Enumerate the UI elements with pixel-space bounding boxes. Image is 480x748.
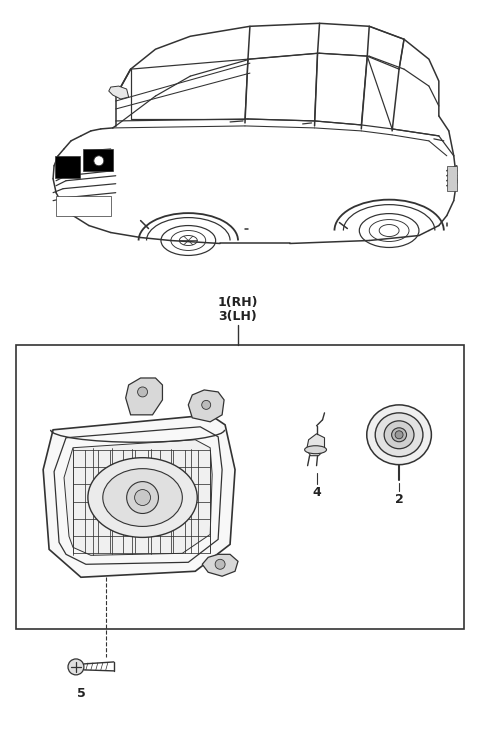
Polygon shape	[64, 440, 212, 555]
Circle shape	[68, 659, 84, 675]
Text: 4: 4	[312, 485, 321, 499]
Ellipse shape	[88, 458, 197, 537]
Circle shape	[134, 490, 151, 506]
Polygon shape	[202, 554, 238, 576]
Circle shape	[127, 482, 158, 513]
Bar	[55, 156, 80, 178]
Polygon shape	[126, 378, 162, 415]
Bar	[447, 166, 457, 191]
Circle shape	[94, 156, 104, 166]
Text: 1(RH): 1(RH)	[218, 295, 258, 309]
Circle shape	[395, 431, 403, 439]
Circle shape	[138, 387, 147, 397]
Bar	[16, 345, 464, 629]
Bar	[83, 149, 113, 171]
Circle shape	[202, 400, 211, 409]
Ellipse shape	[384, 421, 414, 449]
Polygon shape	[109, 86, 129, 99]
Bar	[56, 196, 111, 215]
Ellipse shape	[367, 405, 432, 465]
Text: 2: 2	[395, 493, 404, 506]
Polygon shape	[188, 390, 224, 422]
Text: 5: 5	[76, 687, 85, 700]
Ellipse shape	[392, 428, 407, 442]
Ellipse shape	[103, 469, 182, 527]
Ellipse shape	[375, 413, 423, 457]
Polygon shape	[307, 434, 324, 456]
Polygon shape	[43, 415, 235, 577]
Ellipse shape	[305, 446, 326, 454]
Text: 3(LH): 3(LH)	[218, 310, 257, 322]
Circle shape	[215, 560, 225, 569]
